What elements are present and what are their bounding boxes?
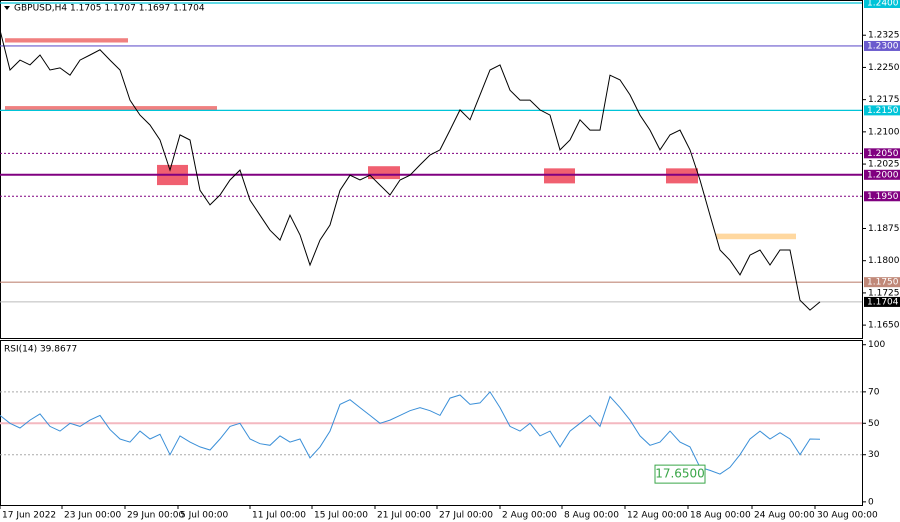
level-label-box bbox=[864, 0, 900, 9]
x-tick-label: 24 Aug 00:00 bbox=[754, 511, 815, 521]
level-label: 1.1750 bbox=[867, 278, 899, 288]
zone bbox=[5, 106, 217, 111]
annotation-box bbox=[654, 464, 706, 484]
y-tick-label: 1.1725 bbox=[868, 288, 900, 298]
zone bbox=[368, 166, 400, 180]
x-tick-label: 30 Aug 00:00 bbox=[817, 511, 878, 521]
level-label: 1.2300 bbox=[867, 41, 899, 51]
zone bbox=[544, 168, 575, 184]
y-tick-label: 1.2100 bbox=[868, 127, 900, 137]
chart-title: GBPUSD,H4 1.1705 1.1707 1.1697 1.1704 bbox=[14, 4, 205, 14]
level-label: 1.2150 bbox=[867, 106, 899, 116]
level-label: 1.1950 bbox=[867, 192, 899, 202]
price-panel-frame bbox=[0, 0, 863, 339]
level-label-box bbox=[864, 169, 900, 180]
x-tick-label: 23 Jun 00:00 bbox=[64, 511, 121, 521]
y-tick-label: 70 bbox=[868, 387, 880, 397]
zone bbox=[5, 38, 128, 43]
zone bbox=[716, 233, 796, 240]
series-line bbox=[0, 391, 821, 475]
y-tick-label: 1.2025 bbox=[868, 160, 900, 170]
x-tick-label: 2 Aug 00:00 bbox=[502, 511, 557, 521]
x-tick-label: 12 Aug 00:00 bbox=[627, 511, 688, 521]
y-tick-label: 100 bbox=[868, 340, 885, 350]
annotation-label: 17.6500 bbox=[655, 467, 705, 481]
x-tick-label: 18 Aug 00:00 bbox=[690, 511, 751, 521]
x-tick-label: 15 Jul 00:00 bbox=[314, 511, 368, 521]
level-label-box bbox=[864, 191, 900, 202]
level-label: 1.2050 bbox=[867, 149, 899, 159]
x-tick-label: 17 Jun 2022 bbox=[2, 511, 56, 521]
level-label-box bbox=[864, 148, 900, 159]
x-tick-label: 21 Jul 00:00 bbox=[377, 511, 431, 521]
y-tick-label: 1.2175 bbox=[868, 95, 900, 105]
y-tick-label: 1.1650 bbox=[868, 321, 900, 331]
rsi-title: RSI(14) 39.8677 bbox=[4, 345, 77, 355]
y-tick-label: 1.2325 bbox=[868, 31, 900, 41]
y-tick-label: 1.1800 bbox=[868, 256, 900, 266]
level-label-box bbox=[864, 40, 900, 51]
level-label-box bbox=[864, 296, 900, 307]
zone bbox=[666, 168, 698, 184]
level-label-box bbox=[864, 277, 900, 288]
x-tick-label: 5 Jul 00:00 bbox=[180, 511, 229, 521]
y-tick-label: 1.2250 bbox=[868, 63, 900, 73]
level-label: 1.2400 bbox=[867, 0, 899, 9]
y-tick-label: 1.1875 bbox=[868, 224, 900, 234]
level-label: 1.2000 bbox=[867, 170, 899, 180]
x-tick-label: 29 Jun 00:00 bbox=[127, 511, 184, 521]
level-label-box bbox=[864, 105, 900, 116]
menu-arrow bbox=[4, 6, 10, 10]
y-tick-label: 50 bbox=[868, 419, 880, 429]
y-tick-label: 0 bbox=[868, 497, 874, 507]
x-tick-label: 27 Jul 00:00 bbox=[439, 511, 493, 521]
x-tick-label: 8 Aug 00:00 bbox=[564, 511, 619, 521]
y-tick-label: 30 bbox=[868, 450, 880, 460]
level-label: 1.1704 bbox=[867, 297, 899, 307]
series-line bbox=[0, 29, 821, 311]
x-tick-label: 11 Jul 00:00 bbox=[252, 511, 306, 521]
